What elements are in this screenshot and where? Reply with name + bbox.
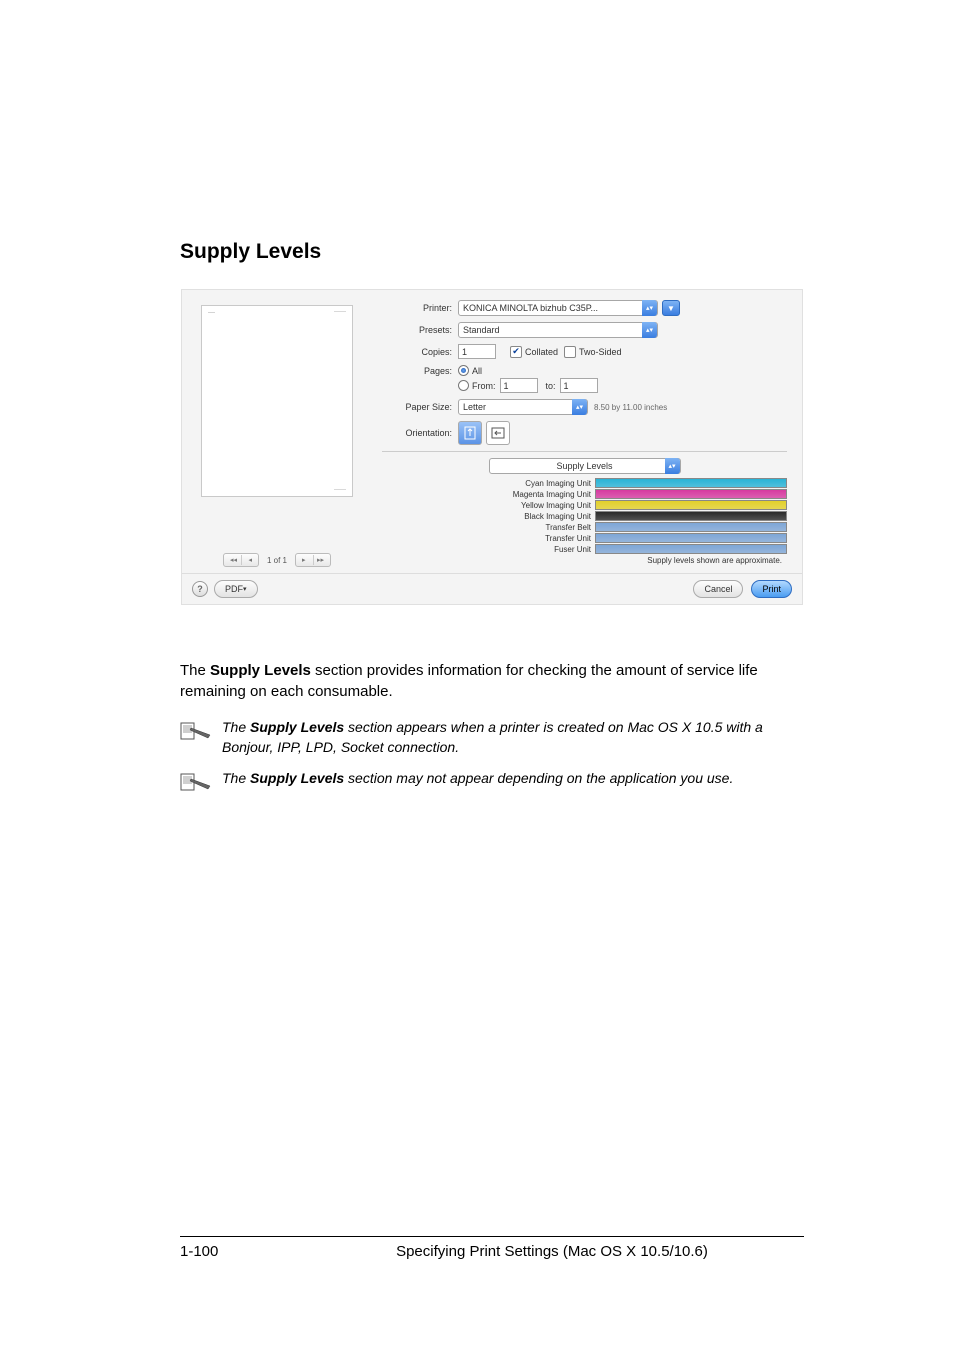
orientation-label: Orientation: (382, 428, 458, 438)
supply-label: Black Imaging Unit (524, 512, 595, 521)
pages-label: Pages: (382, 366, 458, 376)
paper-size-select[interactable]: Letter ▴▾ (458, 399, 588, 415)
page-footer: 1-100 Specifying Print Settings (Mac OS … (180, 1236, 804, 1260)
chevron-updown-icon: ▴▾ (572, 399, 587, 415)
supply-row: Yellow Imaging Unit (382, 500, 787, 510)
twosided-label: Two-Sided (579, 347, 622, 357)
copies-label: Copies: (382, 347, 458, 357)
help-button[interactable]: ? (192, 581, 208, 597)
chevron-updown-icon: ▴▾ (665, 458, 680, 474)
presets-select[interactable]: Standard ▴▾ (458, 322, 658, 338)
paper-size-label: Paper Size: (382, 402, 458, 412)
supply-row: Fuser Unit (382, 544, 787, 554)
printer-caret-button[interactable]: ▼ (662, 300, 680, 316)
chevron-updown-icon: ▴▾ (642, 300, 657, 316)
print-dialog: — —— —— ◂◂◂ 1 of 1 ▸▸▸ Pri (181, 289, 803, 605)
pdf-menu-button[interactable]: PDF (214, 580, 258, 598)
chevron-updown-icon: ▴▾ (642, 322, 657, 338)
printer-label: Printer: (382, 303, 458, 313)
page-preview: — —— —— (201, 305, 353, 497)
note-text: The Supply Levels section may not appear… (222, 769, 733, 798)
pages-all-radio[interactable] (458, 365, 469, 376)
cancel-button[interactable]: Cancel (693, 580, 743, 598)
supply-label: Yellow Imaging Unit (521, 501, 595, 510)
presets-label: Presets: (382, 325, 458, 335)
twosided-checkbox[interactable] (564, 346, 576, 358)
orientation-landscape-button[interactable] (486, 421, 510, 445)
collated-label: Collated (525, 347, 558, 357)
supply-bar (595, 500, 787, 510)
supply-label: Cyan Imaging Unit (525, 479, 595, 488)
note-icon (180, 720, 212, 757)
page-number: 1-100 (180, 1243, 300, 1260)
orientation-portrait-button[interactable] (458, 421, 482, 445)
paper-size-note: 8.50 by 11.00 inches (594, 403, 667, 412)
supply-bar (595, 511, 787, 521)
note-text: The Supply Levels section appears when a… (222, 718, 804, 757)
supply-bar (595, 544, 787, 554)
supply-label: Transfer Unit (545, 534, 595, 543)
supply-levels-list: Cyan Imaging Unit Magenta Imaging Unit Yel… (382, 478, 787, 554)
copies-input[interactable]: 1 (458, 344, 496, 359)
supply-bar (595, 522, 787, 532)
preview-corner-label: —— (334, 309, 346, 315)
to-label: to: (546, 381, 556, 391)
supply-row: Transfer Unit (382, 533, 787, 543)
supply-bar (595, 478, 787, 488)
supply-bar (595, 533, 787, 543)
supply-bar (595, 489, 787, 499)
pager-prev-buttons[interactable]: ◂◂◂ (223, 553, 259, 567)
pager-position: 1 of 1 (267, 556, 287, 565)
supply-row: Magenta Imaging Unit (382, 489, 787, 499)
supply-row: Black Imaging Unit (382, 511, 787, 521)
supply-row: Cyan Imaging Unit (382, 478, 787, 488)
print-button[interactable]: Print (751, 580, 792, 598)
printer-select[interactable]: KONICA MINOLTA bizhub C35P... ▴▾ (458, 300, 658, 316)
preview-corner-label: —— (334, 487, 346, 493)
options-pane-select[interactable]: Supply Levels ▴▾ (489, 458, 681, 474)
supply-label: Transfer Belt (546, 523, 596, 532)
description-paragraph: The Supply Levels section provides infor… (180, 660, 804, 702)
supply-row: Transfer Belt (382, 522, 787, 532)
pages-all-label: All (472, 366, 482, 376)
supply-label: Magenta Imaging Unit (513, 490, 595, 499)
pager-next-buttons[interactable]: ▸▸▸ (295, 553, 331, 567)
collated-checkbox[interactable]: ✔ (510, 346, 522, 358)
approximate-note: Supply levels shown are approximate. (382, 556, 787, 565)
section-title: Supply Levels (180, 240, 804, 264)
note-icon (180, 771, 212, 798)
supply-label: Fuser Unit (554, 545, 595, 554)
preview-corner-label: — (208, 309, 215, 316)
to-input[interactable]: 1 (560, 378, 598, 393)
from-label: From: (472, 381, 496, 391)
pages-range-radio[interactable] (458, 380, 469, 391)
footer-title: Specifying Print Settings (Mac OS X 10.5… (300, 1243, 804, 1260)
from-input[interactable]: 1 (500, 378, 538, 393)
